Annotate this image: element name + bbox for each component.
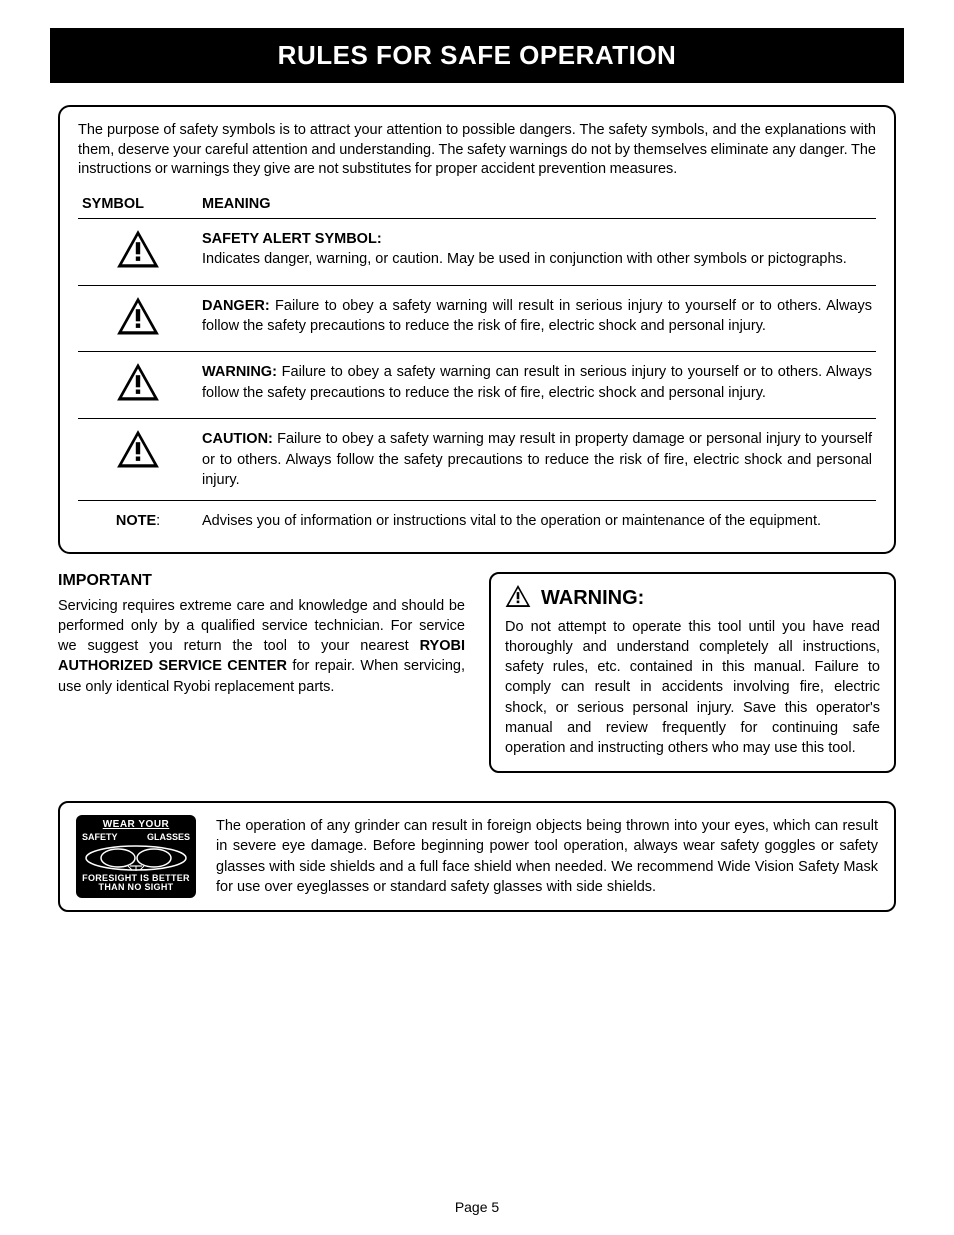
intro-paragraph: The purpose of safety symbols is to attr… [78,121,876,180]
page-number: Page 5 [0,1199,954,1215]
warning-box: WARNING: Do not attempt to operate this … [489,572,896,773]
meaning-cell: CAUTION: Failure to obey a safety warnin… [198,419,876,501]
important-text: Servicing requires extreme care and know… [58,596,465,697]
important-heading: IMPORTANT [58,572,465,590]
eye-protection-text: The operation of any grinder can result … [216,816,878,897]
meaning-cell: WARNING: Failure to obey a safety warnin… [198,352,876,419]
meaning-cell: DANGER: Failure to obey a safety warning… [198,285,876,352]
warning-triangle-icon [116,296,160,342]
goggles-icon [82,844,190,872]
symbol-cell [78,352,198,419]
safety-glasses-badge: WEAR YOUR SAFETY GLASSES FORESIGHT IS BE… [76,815,196,899]
symbol-cell: NOTE: [78,501,198,542]
meaning-cell: SAFETY ALERT SYMBOL:Indicates danger, wa… [198,218,876,285]
meaning-cell: Advises you of information or instructio… [198,501,876,542]
warning-heading: WARNING: [541,587,644,610]
symbol-cell [78,218,198,285]
symbol-cell [78,285,198,352]
warning-triangle-icon [116,229,160,275]
symbol-cell [78,419,198,501]
page-title: RULES FOR SAFE OPERATION [50,28,904,83]
col-header-meaning: MEANING [198,190,876,219]
warning-text: Do not attempt to operate this tool unti… [505,617,880,759]
warning-triangle-icon [505,584,531,613]
warning-triangle-icon [116,362,160,408]
col-header-symbol: SYMBOL [78,190,198,219]
symbol-table: SYMBOL MEANING SAFETY ALERT SYMBOL:Indic… [78,190,876,542]
symbol-definitions-box: The purpose of safety symbols is to attr… [58,105,896,554]
warning-triangle-icon [116,429,160,475]
important-section: IMPORTANT Servicing requires extreme car… [58,572,465,697]
eye-protection-box: WEAR YOUR SAFETY GLASSES FORESIGHT IS BE… [58,801,896,913]
